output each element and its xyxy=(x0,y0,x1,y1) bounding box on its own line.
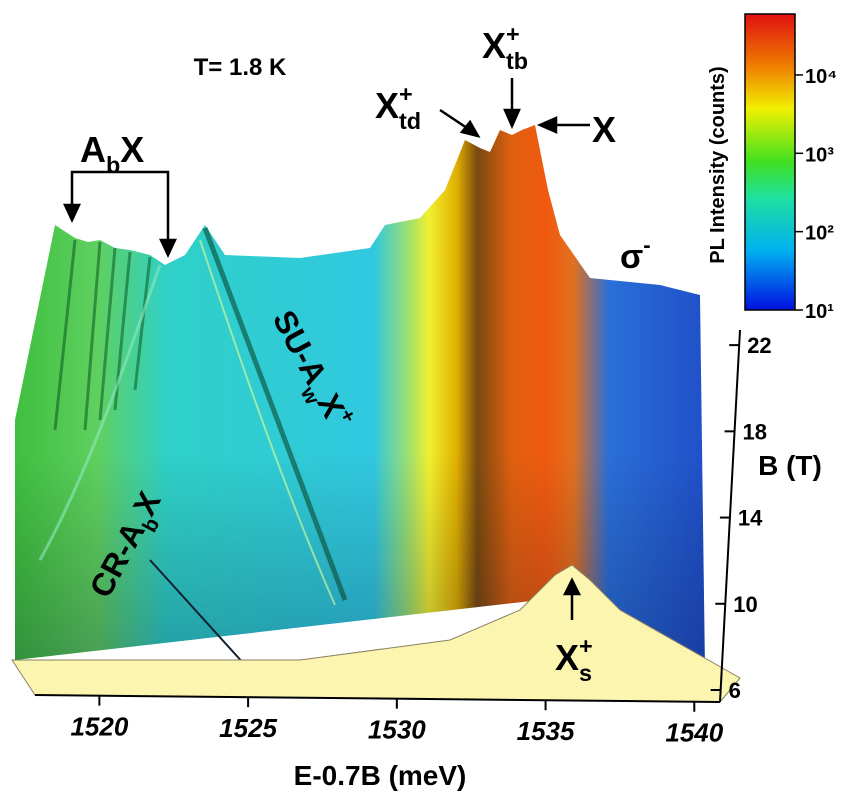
annotation: σ- xyxy=(620,233,651,276)
annotation-part: + xyxy=(399,81,413,107)
y-tick-label: 18 xyxy=(743,419,767,444)
annotation-part: X xyxy=(592,109,616,150)
colorbar-tick-label: 10¹ xyxy=(805,301,834,323)
colorbar-tick-label: 10⁴ xyxy=(805,66,837,88)
colorbar-label: PL Intensity (counts) xyxy=(707,66,729,263)
annotation-part: X xyxy=(555,637,579,678)
annotation: AbX xyxy=(80,129,144,178)
annotation: X+tb xyxy=(482,21,528,74)
annotation-part: X xyxy=(482,25,506,66)
colorbar-tick-label: 10² xyxy=(805,223,834,245)
annotation-part: X xyxy=(120,129,144,170)
colorbar-tick-label: 10³ xyxy=(805,144,834,166)
x-tick-label: 1525 xyxy=(219,713,277,743)
annotation-part: + xyxy=(506,21,520,47)
y-tick-label: 14 xyxy=(738,506,763,531)
title: T= 1.8 K xyxy=(194,54,287,81)
x-tick-label: 1530 xyxy=(368,715,426,745)
annotation: X xyxy=(592,109,616,150)
y-tick-label: 6 xyxy=(729,678,741,703)
annotation-part: b xyxy=(106,152,120,178)
y-tick-label: 22 xyxy=(747,333,771,358)
annotation-part: td xyxy=(399,108,421,134)
annotation-part: - xyxy=(643,233,650,258)
annotation: X+s xyxy=(555,633,593,686)
annotation-part: s xyxy=(579,660,592,686)
x-tick-label: 1535 xyxy=(517,716,575,746)
annotation-part: tb xyxy=(506,48,528,74)
colorbar xyxy=(745,14,795,310)
annotation-part: A xyxy=(80,129,106,170)
chart: T= 1.8 K E-0.7B (meV) B (T) PL Intensity… xyxy=(0,0,842,798)
annotation-part: σ xyxy=(620,238,643,276)
x-tick-label: 1520 xyxy=(70,712,128,742)
y-tick-label: 10 xyxy=(733,592,757,617)
annotation: X+td xyxy=(375,81,421,134)
annotation-part: + xyxy=(579,633,593,659)
annotation-part: X xyxy=(375,85,399,126)
y-axis-label: B (T) xyxy=(758,450,822,481)
x-axis-label: E-0.7B (meV) xyxy=(294,760,467,791)
x-tick-label: 1540 xyxy=(665,718,723,748)
